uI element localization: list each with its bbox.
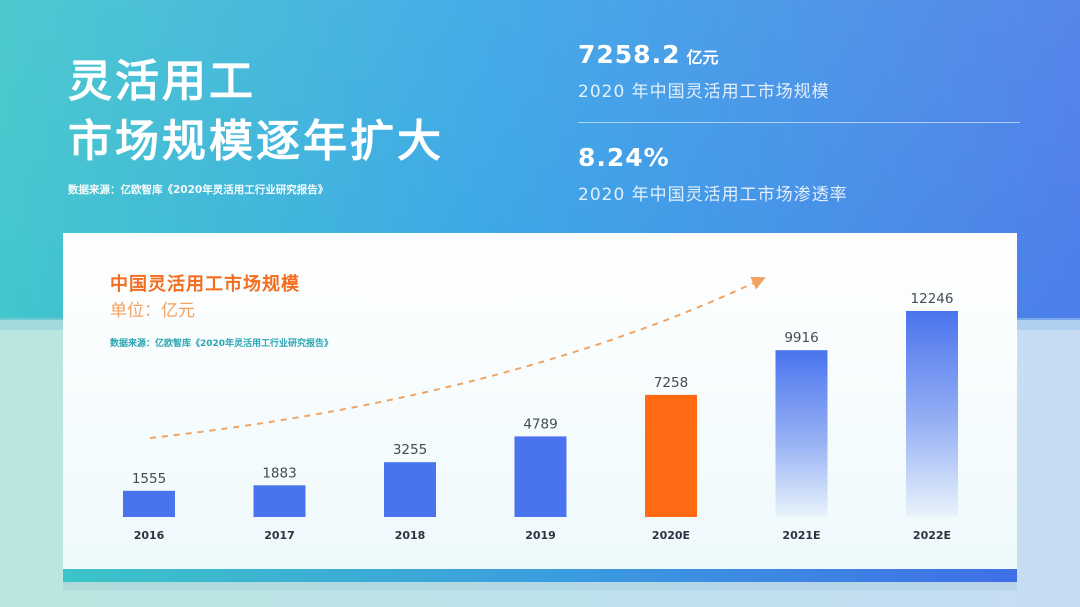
stat-penetration-rate-value: 8.24%	[578, 143, 670, 172]
headline-line-2: 市场规模逐年扩大	[68, 116, 444, 167]
category-label-2016: 2016	[134, 529, 165, 542]
bar-value-label-2020E: 7258	[654, 375, 688, 391]
stat-divider	[578, 122, 1020, 123]
stat-market-size-value: 7258.2	[578, 40, 681, 69]
headline: 灵活用工 市场规模逐年扩大	[68, 52, 444, 172]
chart-card-footer-bar	[63, 569, 1017, 582]
stat-penetration-rate-desc: 2020 年中国灵活用工市场渗透率	[578, 185, 848, 205]
stat-market-size-unit: 亿元	[686, 48, 719, 67]
header-source-note: 数据来源：亿欧智库《2020年灵活用工行业研究报告》	[68, 184, 329, 196]
category-label-2020E: 2020E	[652, 529, 690, 542]
trend-arrow	[149, 276, 766, 439]
category-label-2017: 2017	[264, 529, 295, 542]
bar-value-label-2018: 3255	[393, 442, 427, 458]
chart-card-shadow	[63, 582, 1017, 590]
chart-title: 中国灵活用工市场规模	[110, 274, 300, 295]
category-label-2022E: 2022E	[913, 529, 951, 542]
category-label-2021E: 2021E	[782, 529, 820, 542]
bar-value-label-2017: 1883	[262, 465, 296, 481]
headline-line-1: 灵活用工	[68, 56, 256, 107]
stat-market-size: 7258.2 亿元 2020 年中国灵活用工市场规模	[578, 40, 830, 102]
bar-value-label-2021E: 9916	[784, 330, 818, 346]
category-label-2019: 2019	[525, 529, 556, 542]
bar-2021E	[775, 350, 828, 517]
bar-value-label-2019: 4789	[523, 416, 557, 432]
stat-penetration-rate: 8.24% 2020 年中国灵活用工市场渗透率	[578, 143, 848, 205]
bar-2018	[384, 462, 436, 517]
chart-unit-label: 单位：亿元	[110, 301, 195, 321]
bar-value-label-2022E: 12246	[911, 291, 954, 307]
stat-market-size-desc: 2020 年中国灵活用工市场规模	[578, 82, 830, 102]
bar-2022E	[906, 311, 958, 517]
bar-2020E	[645, 394, 697, 517]
chart-source-note: 数据来源：亿欧智库《2020年灵活用工行业研究报告》	[110, 339, 334, 349]
bar-value-label-2016: 1555	[132, 471, 166, 487]
bar-2017	[253, 485, 306, 517]
bar-2019	[514, 436, 567, 517]
bar-2016	[123, 490, 175, 517]
category-label-2018: 2018	[395, 529, 426, 542]
